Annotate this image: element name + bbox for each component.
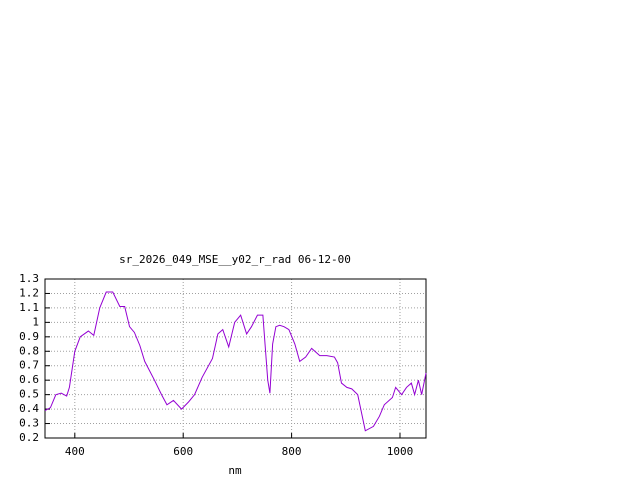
y-tick-label: 1.2 [19, 286, 39, 299]
y-tick-label: 0.7 [19, 359, 39, 372]
y-tick-label: 1.3 [19, 272, 39, 285]
x-tick-label: 400 [65, 445, 85, 458]
y-tick-label: 1.1 [19, 301, 39, 314]
x-tick-label: 800 [282, 445, 302, 458]
y-tick-label: 0.9 [19, 330, 39, 343]
y-tick-label: 0.4 [19, 402, 39, 415]
y-tick-label: 0.6 [19, 373, 39, 386]
x-tick-label: 600 [173, 445, 193, 458]
x-tick-label: 1000 [387, 445, 414, 458]
y-tick-label: 0.3 [19, 417, 39, 430]
plot-frame [44, 278, 427, 439]
y-tick-label: 1 [32, 315, 39, 328]
y-tick-label: 0.2 [19, 431, 39, 444]
y-tick-label: 0.8 [19, 344, 39, 357]
x-axis-label: nm [228, 464, 242, 477]
data-line [44, 291, 427, 432]
y-tick-label: 0.5 [19, 388, 39, 401]
chart-title: sr_2026_049_MSE__y02_r_rad 06-12-00 [119, 253, 351, 266]
